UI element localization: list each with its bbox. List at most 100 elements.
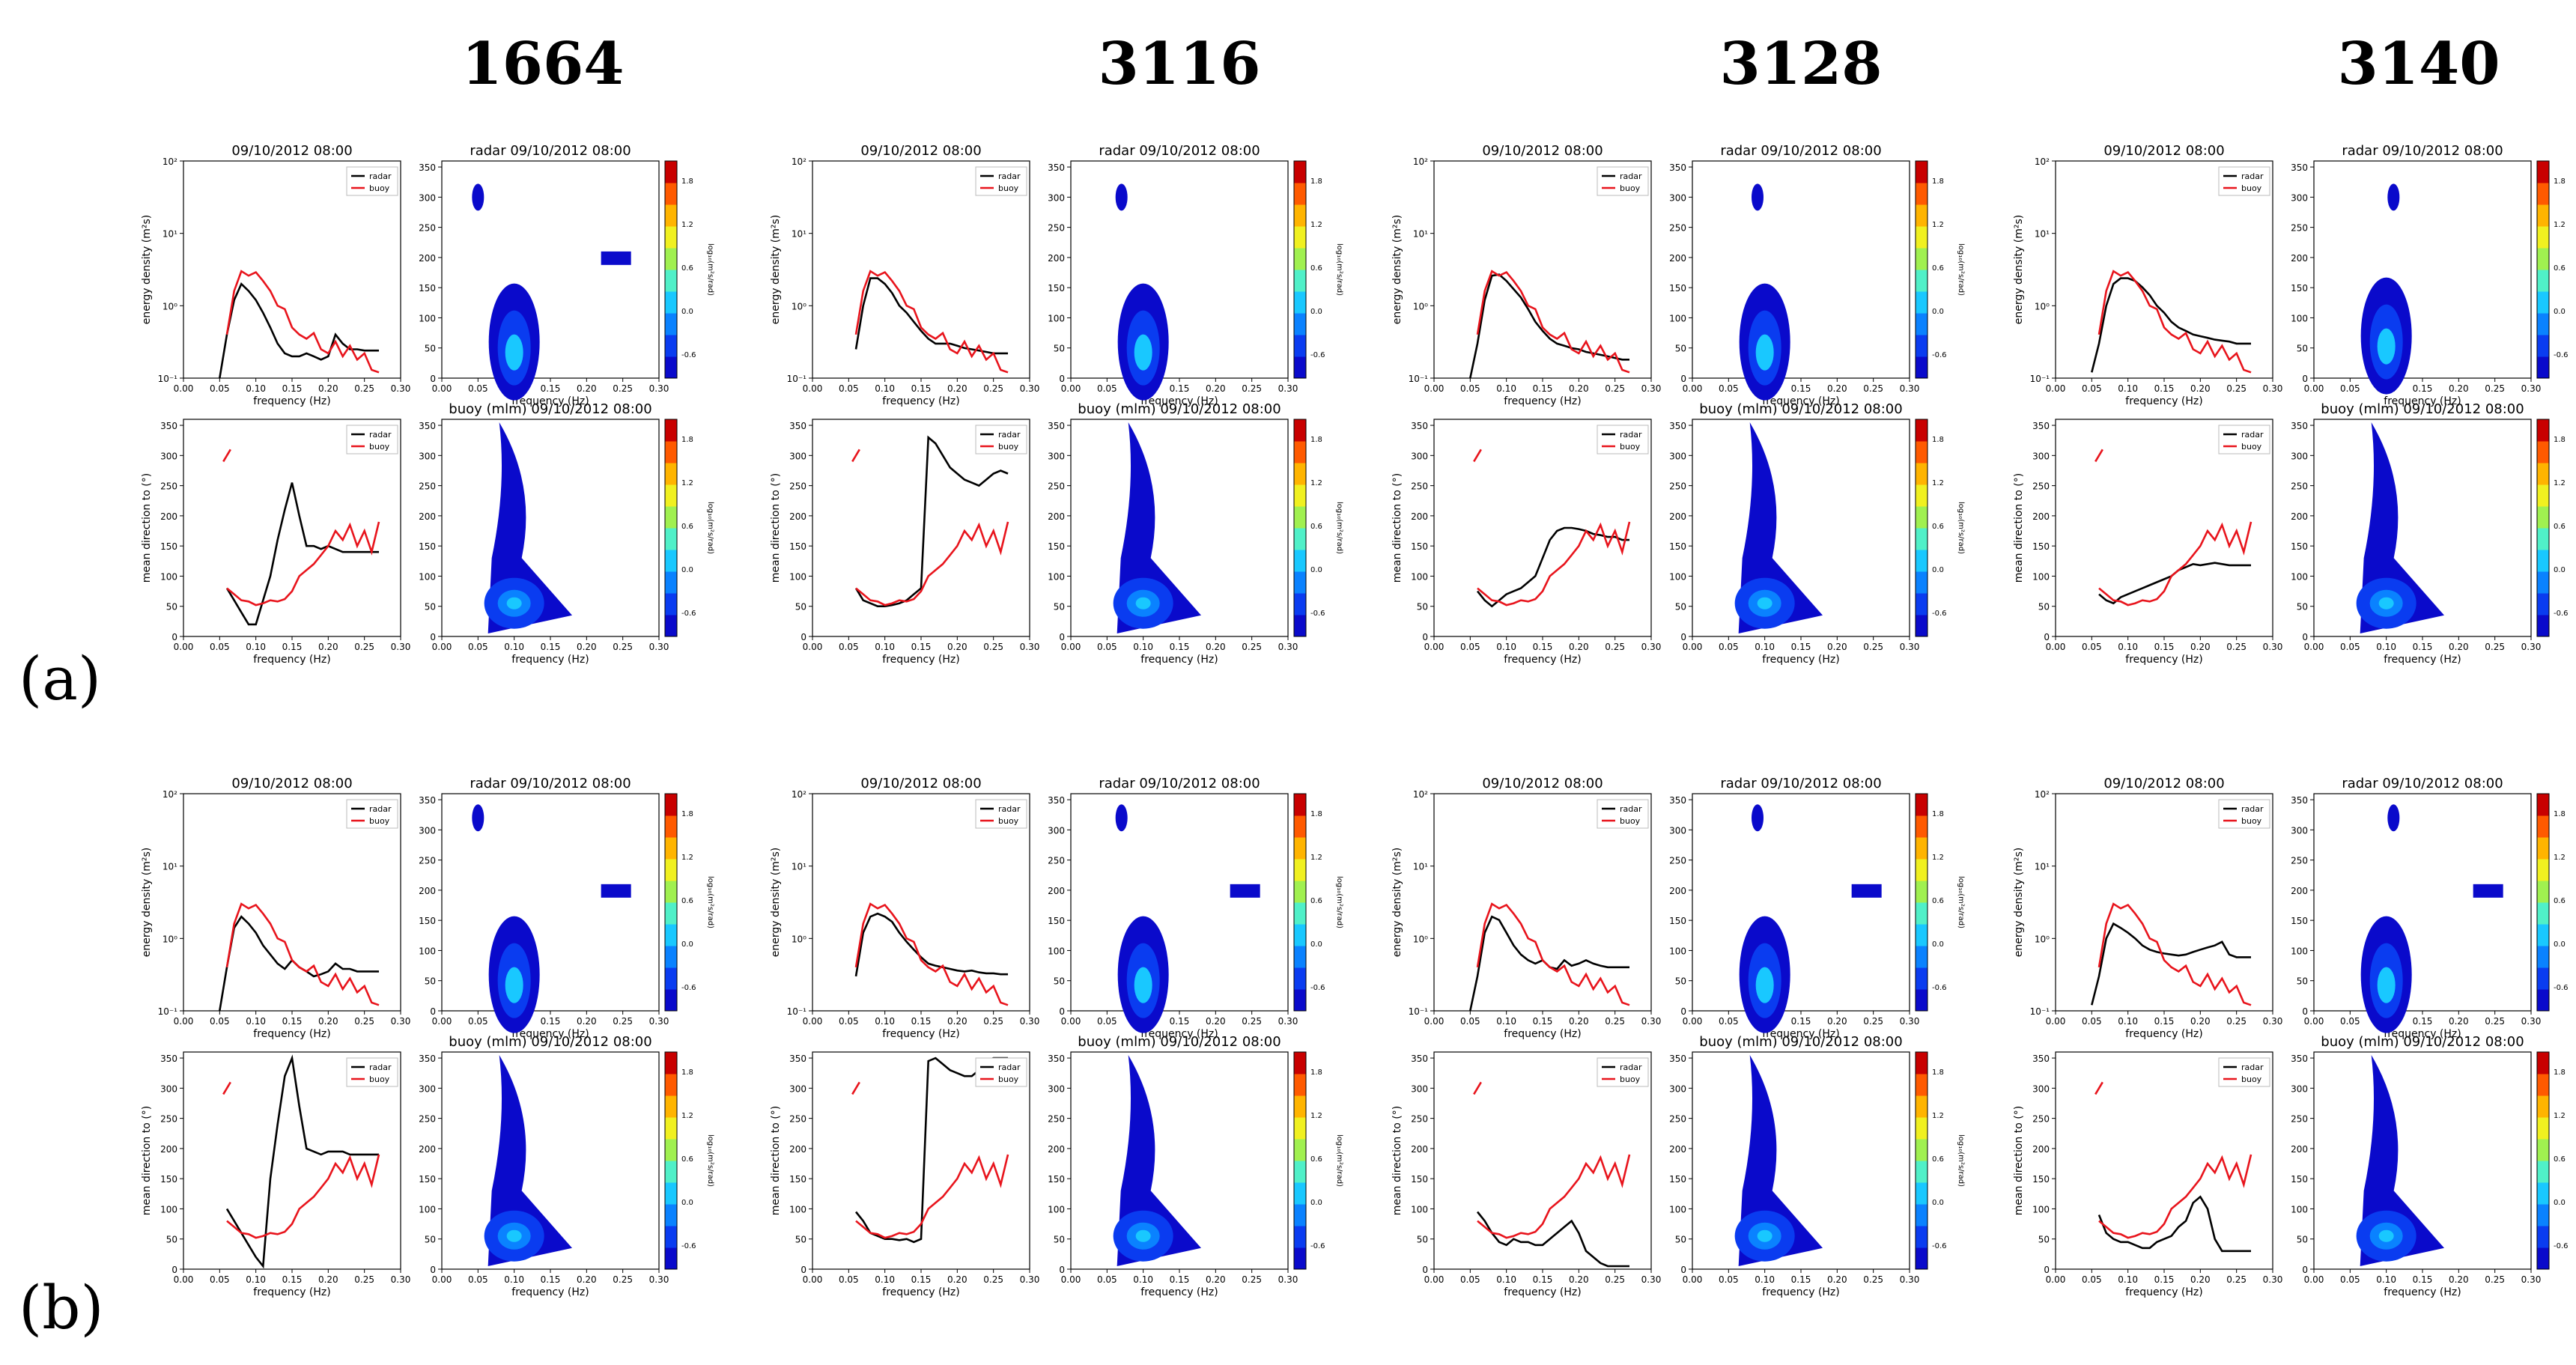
colorbar-segment [1916,204,1928,227]
energy-axes [812,160,1030,379]
x-tick-label: 0.30 [391,1274,411,1285]
contour-blob [1115,804,1128,832]
colorbar-segment [665,902,677,925]
colorbar-segment [665,161,677,183]
colorbar-label: log₁₀(m²s/rad) [706,502,714,554]
x-tick-label: 0.20 [2190,642,2211,652]
x-tick-label: 0.15 [1533,383,1553,394]
x-tick-label: 0.15 [1533,642,1553,652]
y-tick-label: 100 [160,1204,177,1214]
legend-box [2218,799,2270,829]
x-tick-label: 0.05 [1719,1274,1739,1285]
x-tick-label: 0.00 [803,1016,823,1027]
x-tick-label: 0.25 [1605,383,1625,394]
y-tick-label: 200 [419,253,436,264]
colorbar-tick-label: 0.0 [1932,940,1944,949]
x-tick-label: 0.30 [1020,383,1040,394]
colorbar-segment [2537,1074,2549,1096]
buoy-energy-line [1476,902,1630,1006]
y-tick-label: 300 [2291,192,2308,203]
y-tick-label: 100 [419,313,436,323]
x-tick-label: 0.15 [282,1016,303,1027]
colorbar-segment [665,1226,677,1248]
x-tick-label: 0.15 [1170,1016,1190,1027]
spectrum-title: buoy (mlm) 09/10/2012 08:00 [449,1034,651,1050]
x-tick-label: 0.10 [1496,1016,1516,1027]
colorbar-segment [1916,183,1928,205]
colorbar-segment [1294,881,1306,903]
y-tick-label: 150 [419,916,436,926]
x-tick-label: 0.20 [947,1016,967,1027]
x-tick-label: 0.10 [246,642,266,652]
y-tick-label: 250 [1048,856,1065,866]
x-tick-label: 0.20 [577,1016,597,1027]
contour-level [1757,1229,1772,1242]
colorbar-tick-label: 0.6 [2554,1155,2566,1164]
y-tick-label: 10⁰ [162,301,177,311]
x-tick-label: 0.15 [282,642,303,652]
colorbar-tick-label: 1.8 [1932,1068,1944,1077]
legend-box [346,425,398,455]
y-tick-label: 150 [419,541,436,552]
colorbar-tick-label: 0.6 [681,897,693,905]
y-tick-label: 10² [162,156,177,167]
y-tick-label: 250 [419,1114,436,1125]
contour-level [1755,967,1774,1003]
x-tick-label: 0.00 [1061,383,1081,394]
x-tick-label: 0.05 [2340,1016,2360,1027]
colorbar-frame [2536,1051,2550,1270]
radar-direction-line [1476,1211,1629,1268]
y-tick-label: 10⁰ [2035,301,2050,311]
colorbar-tick-label: 0.0 [2554,308,2566,316]
colorbar-segment [2537,419,2549,442]
colorbar-segment [1294,506,1306,529]
colorbar-frame [1915,1051,1928,1270]
colorbar-segment [665,270,677,292]
x-tick-label: 0.25 [354,383,374,394]
y-tick-label: 200 [2291,886,2308,896]
buoy-direction-line [2098,1154,2253,1239]
x-tick-label: 0.20 [577,1274,597,1285]
colorbar-segment [2537,484,2549,507]
x-tick-label: 0.05 [210,642,230,652]
legend-buoy-label: buoy [2241,183,2262,193]
y-tick-label: 200 [160,511,177,522]
legend-buoy-label: buoy [369,183,390,193]
y-tick-label: 200 [160,1144,177,1155]
colorbar-segment [1294,1247,1306,1270]
y-tick-label: 350 [1048,1054,1065,1064]
y-axis-label: mean direction to (°) [770,1106,782,1215]
y-tick-label: 0 [1422,1265,1428,1275]
x-tick-label: 0.25 [354,642,374,652]
x-tick-label: 0.30 [2263,383,2283,394]
colorbar-segment [665,183,677,205]
x-tick-label: 0.15 [2413,1274,2433,1285]
y-tick-label: 100 [2291,1204,2308,1214]
colorbar-segment [1294,226,1306,249]
colorbar-segment [1916,335,1928,357]
x-tick-label: 0.05 [1460,383,1480,394]
energy-title: 09/10/2012 08:00 [860,776,981,791]
x-tick-label: 0.25 [1242,1016,1262,1027]
x-tick-label: 0.05 [2082,642,2102,652]
colorbar-segment [665,967,677,990]
x-tick-label: 0.25 [1242,383,1262,394]
colorbar-segment [1916,881,1928,903]
x-tick-label: 0.20 [2449,383,2469,394]
y-tick-label: 250 [1669,1114,1686,1125]
colorbar-segment [665,1204,677,1226]
x-axis-label: frequency (Hz) [1762,1286,1839,1298]
energy-axes [812,793,1030,1012]
direction-axes [2055,1051,2273,1270]
x-tick-label: 0.30 [2521,383,2542,394]
x-tick-label: 0.05 [468,383,488,394]
y-tick-label: 100 [2291,946,2308,956]
colorbar-segment [1916,902,1928,925]
y-tick-label: 250 [160,1114,177,1125]
y-tick-label: 10⁰ [792,301,806,311]
spectrum-title: radar 09/10/2012 08:00 [1720,143,1881,159]
x-tick-label: 0.20 [1206,1274,1226,1285]
legend-radar-label: radar [1620,430,1642,440]
buoy-energy-line [854,902,1009,1006]
colorbar-tick-label: -0.6 [1932,984,1947,992]
